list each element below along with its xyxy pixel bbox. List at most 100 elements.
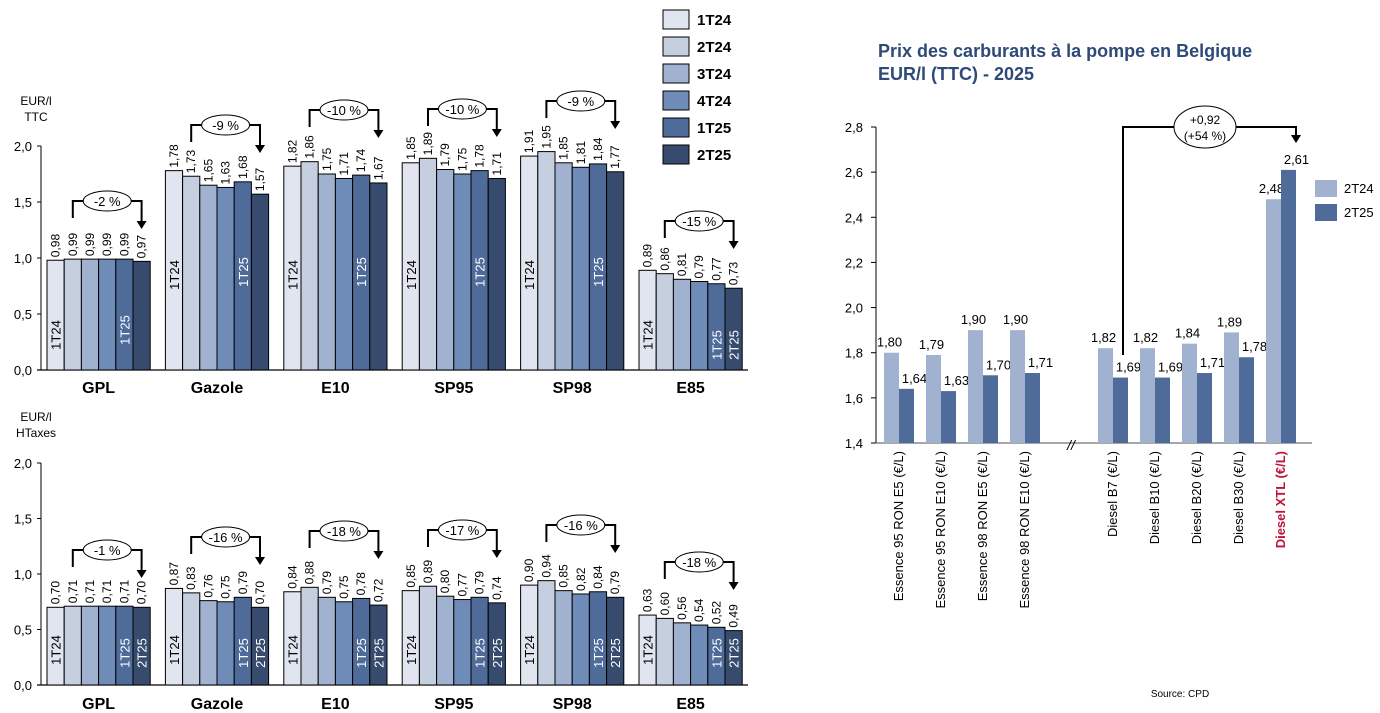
legend-swatch-2t24 bbox=[662, 36, 690, 57]
bar-2t24 bbox=[418, 585, 438, 686]
bar-4t24 bbox=[98, 605, 117, 686]
value-label: 1,71 bbox=[1200, 355, 1225, 370]
inbar-label: 1T25 bbox=[591, 257, 606, 287]
y-tick-label: 2,8 bbox=[845, 120, 863, 135]
value-label: 1,84 bbox=[1175, 326, 1200, 341]
value-label: 0,99 bbox=[100, 232, 114, 256]
value-label: 1,89 bbox=[1217, 314, 1242, 329]
category-label: Diesel B7 (€/L) bbox=[1105, 451, 1120, 537]
category-label: E85 bbox=[676, 696, 705, 713]
value-label: 0,76 bbox=[201, 574, 215, 598]
value-label: 0,63 bbox=[641, 588, 655, 612]
value-label: 1,78 bbox=[1242, 339, 1267, 354]
value-label: 1,78 bbox=[167, 144, 181, 168]
value-label: 1,90 bbox=[961, 312, 986, 327]
bar-4t24 bbox=[453, 599, 472, 686]
inbar-label: 1T25 bbox=[354, 638, 369, 668]
bar-2t24 bbox=[537, 580, 556, 686]
value-label: 0,75 bbox=[337, 575, 351, 599]
axis-break-icon: // bbox=[1066, 437, 1077, 453]
change-label: -9 % bbox=[567, 94, 594, 109]
value-label: 1,91 bbox=[522, 129, 536, 153]
arrow-down-icon bbox=[373, 130, 384, 138]
y-tick-label: 1,0 bbox=[14, 251, 32, 266]
value-label: 1,71 bbox=[1028, 355, 1053, 370]
value-label: 2,48 bbox=[1259, 181, 1284, 196]
value-label: 0,78 bbox=[354, 572, 368, 596]
bar-2t25 bbox=[606, 596, 625, 686]
value-label: 0,70 bbox=[253, 581, 267, 605]
change-bubble bbox=[674, 551, 724, 573]
value-label: 0,56 bbox=[675, 596, 689, 620]
value-label: 2,61 bbox=[1284, 152, 1309, 167]
inbar-label: 1T24 bbox=[49, 320, 64, 350]
bar-2t25 bbox=[487, 602, 506, 686]
category-label: SP98 bbox=[553, 380, 592, 397]
change-label: -9 % bbox=[212, 118, 239, 133]
change-bubble bbox=[556, 514, 606, 536]
bar-2t25 bbox=[1113, 377, 1128, 443]
inbar-label: 1T24 bbox=[285, 635, 300, 665]
bar-2t24 bbox=[537, 151, 556, 371]
category-label: Essence 95 RON E10 (€/L) bbox=[933, 451, 948, 609]
bar-2t25 bbox=[1239, 357, 1254, 443]
inbar-label: 2T25 bbox=[490, 638, 505, 668]
inbar-label: 1T24 bbox=[167, 635, 182, 665]
value-label: 0,84 bbox=[285, 565, 299, 589]
y-tick-label: 2,0 bbox=[845, 301, 863, 316]
value-label: 1,74 bbox=[354, 148, 368, 172]
legend-quarters: 1T24 2T24 3T24 4T24 1T25 2T25 bbox=[662, 9, 732, 165]
value-label: 1,77 bbox=[608, 145, 622, 169]
value-label: 1,85 bbox=[404, 136, 418, 160]
bar-2t24 bbox=[418, 157, 438, 371]
arrow-down-icon bbox=[136, 570, 147, 578]
bar-2t24 bbox=[655, 273, 674, 371]
bar-1t24 bbox=[46, 259, 65, 371]
bar-2t25 bbox=[1281, 169, 1296, 443]
bar-3t24 bbox=[554, 590, 573, 686]
change-label: -10 % bbox=[445, 102, 479, 117]
value-label: 0,79 bbox=[473, 571, 487, 595]
bar-2t24 bbox=[300, 586, 319, 686]
arrow-down-icon bbox=[136, 221, 147, 229]
y-tick-label: 1,8 bbox=[845, 346, 863, 361]
category-label: Gazole bbox=[191, 696, 244, 713]
value-label: 1,86 bbox=[303, 135, 317, 159]
value-label: 0,99 bbox=[117, 232, 131, 256]
bar-3t24 bbox=[436, 169, 455, 371]
bar-2t24 bbox=[1266, 199, 1281, 443]
bar-2t24 bbox=[300, 161, 319, 371]
arrow-down-icon bbox=[255, 145, 265, 153]
inbar-label: 1T25 bbox=[709, 330, 724, 360]
value-label: 1,89 bbox=[421, 132, 435, 156]
bar-2t24 bbox=[1010, 330, 1025, 443]
chart-title: EUR/l (TTC) - 2025 bbox=[878, 64, 1034, 84]
change-label: -18 % bbox=[682, 555, 716, 570]
bar-2t25 bbox=[983, 375, 998, 443]
inbar-label: 2T25 bbox=[371, 638, 386, 668]
value-label: 1,67 bbox=[371, 156, 385, 180]
value-label: 1,79 bbox=[438, 143, 452, 167]
value-label: 1,63 bbox=[944, 373, 969, 388]
inbar-label: 1T24 bbox=[522, 635, 537, 665]
change-label: -16 % bbox=[209, 530, 243, 545]
bar-4t24 bbox=[690, 281, 709, 371]
inbar-label: 1T24 bbox=[404, 635, 419, 665]
category-label: Diesel B30 (€/L) bbox=[1231, 451, 1246, 544]
bar-1t24 bbox=[638, 269, 657, 371]
arrow-down-icon bbox=[728, 582, 739, 590]
legend-label: 2T24 bbox=[697, 39, 732, 56]
inbar-label: 2T25 bbox=[608, 638, 623, 668]
inbar-label: 1T25 bbox=[236, 257, 251, 287]
y-tick-label: 0,5 bbox=[14, 307, 32, 322]
legend-swatch-1t24 bbox=[662, 9, 690, 30]
value-label: 0,70 bbox=[135, 581, 149, 605]
bar-3t24 bbox=[199, 600, 218, 686]
bar-2t24 bbox=[1140, 348, 1155, 443]
bar-3t24 bbox=[436, 595, 455, 686]
bar-4t24 bbox=[98, 258, 117, 371]
legend-swatch-3t24 bbox=[662, 63, 690, 84]
